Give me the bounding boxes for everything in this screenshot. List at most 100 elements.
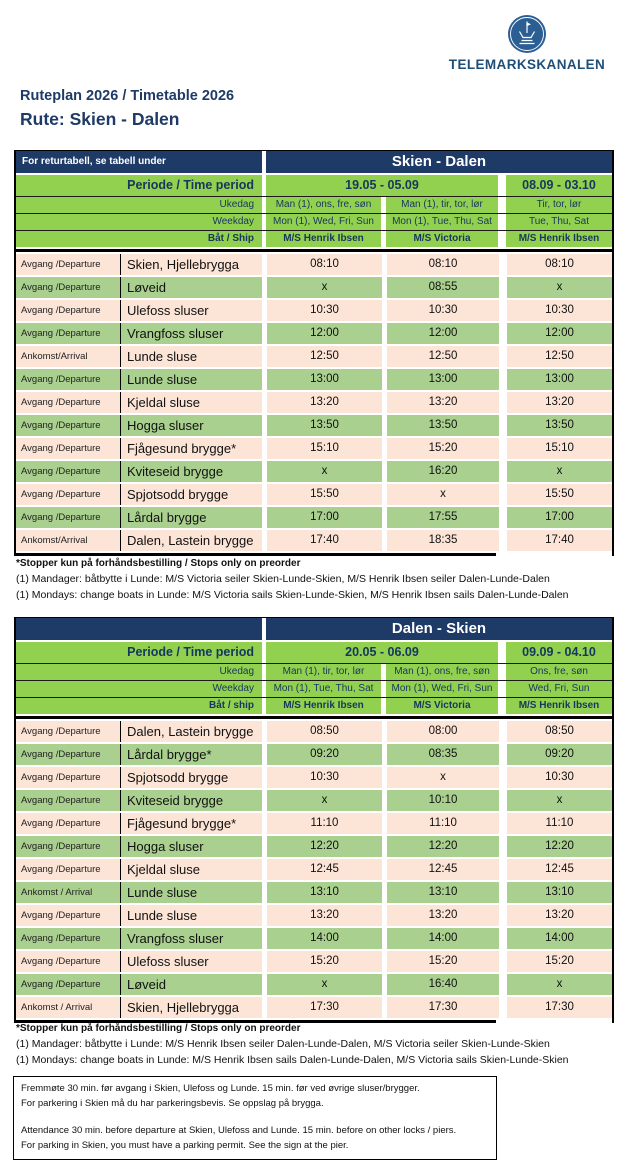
time-cell: 17:30 (267, 997, 382, 1018)
time-cell: 12:20 (507, 836, 612, 857)
ukedag-value: Man (1), ons, fre, søn (386, 664, 498, 680)
time-cell: 13:00 (267, 369, 382, 390)
time-cell: 09:20 (267, 744, 382, 765)
timetable-row: Avgang /Departure Lårdal brygge 17:00 17:55… (16, 507, 612, 528)
weekday-value: Mon (1), Wed, Fri, Sun (266, 214, 381, 230)
time-cell: 13:20 (387, 392, 499, 413)
time-cell: 12:45 (267, 859, 382, 880)
time-cell: 08:10 (267, 254, 382, 275)
period-label: Periode / Time period (16, 642, 262, 663)
ship-label: Båt / ship (16, 698, 262, 714)
brand-name: TELEMARKSKANALEN (448, 57, 606, 72)
table-header-block: Periode / Time period 20.05 - 06.09 09.0… (16, 642, 612, 714)
row-type-label: Avgang /Departure (16, 928, 120, 949)
timetable-row: Ankomst/Arrival Dalen, Lastein brygge 17:4… (16, 530, 612, 551)
stop-name: Kviteseid brygge (120, 790, 262, 811)
stop-name: Skien, Hjellebrygga (120, 997, 262, 1018)
timetable-row: Avgang /Departure Ulefoss sluser 15:20 15:2… (16, 951, 612, 972)
monday-footnote-en: (1) Mondays: change boats in Lunde: M/S … (16, 1054, 569, 1066)
row-type-label: Avgang /Departure (16, 721, 120, 742)
stop-name: Skien, Hjellebrygga (120, 254, 262, 275)
timetable-row: Avgang /Departure Fjågesund brygge* 15:10 1… (16, 438, 612, 459)
stop-name: Spjotsodd brygge (120, 767, 262, 788)
weekday-value: Wed, Fri, Sun (506, 681, 612, 697)
timetable-row: Avgang /Departure Kjeldal sluse 13:20 13:20… (16, 392, 612, 413)
timetable-row: Avgang /Departure Kjeldal sluse 12:45 12:45… (16, 859, 612, 880)
canal-lock-boat-icon (441, 14, 613, 54)
row-type-label: Avgang /Departure (16, 790, 120, 811)
time-cell: 14:00 (387, 928, 499, 949)
timetable-row: Avgang /Departure Løveid x 08:55 x (16, 277, 612, 298)
stop-name: Spjotsodd brygge (120, 484, 262, 505)
time-cell: 12:50 (507, 346, 612, 367)
timetable-row: Ankomst/Arrival Lunde sluse 12:50 12:50 12:5… (16, 346, 612, 367)
timetable-body: Avgang /Departure Skien, Hjellebrygga 08:1… (16, 254, 612, 551)
row-type-label: Avgang /Departure (16, 461, 120, 482)
row-type-label: Avgang /Departure (16, 438, 120, 459)
corner-cell-empty (16, 618, 262, 640)
time-cell: 15:20 (387, 438, 499, 459)
page-title: Ruteplan 2026 / Timetable 2026 (20, 88, 235, 104)
stop-name: Ulefoss sluser (120, 951, 262, 972)
time-cell: 10:30 (267, 767, 382, 788)
row-type-label: Avgang /Departure (16, 254, 120, 275)
time-cell: 09:20 (507, 744, 612, 765)
table-bottom-border (16, 553, 496, 556)
time-cell: x (507, 277, 612, 298)
time-cell: 15:10 (507, 438, 612, 459)
timetable-body: Avgang /Departure Dalen, Lastein brygge 08… (16, 721, 612, 1018)
row-type-label: Avgang /Departure (16, 484, 120, 505)
time-cell: 13:20 (507, 392, 612, 413)
stop-name: Løveid (120, 277, 262, 298)
time-cell: x (267, 974, 382, 995)
weekday-row: Weekday Mon (1), Tue, Thu, Sat Mon (1), … (16, 681, 612, 698)
time-cell: 17:40 (507, 530, 612, 551)
time-cell: 10:10 (387, 790, 499, 811)
time-cell: 12:45 (507, 859, 612, 880)
header-body-divider (16, 249, 612, 252)
row-type-label: Avgang /Departure (16, 905, 120, 926)
ship-name: M/S Victoria (386, 231, 498, 247)
row-type-label: Avgang /Departure (16, 507, 120, 528)
timetable-row: Avgang /Departure Lunde sluse 13:20 13:20 13… (16, 905, 612, 926)
stop-name: Vrangfoss sluser (120, 928, 262, 949)
time-cell: 12:45 (387, 859, 499, 880)
time-cell: 08:50 (507, 721, 612, 742)
time-cell: 12:00 (507, 323, 612, 344)
timetable-row: Ankomst / Arrival Skien, Hjellebrygga 17:3… (16, 997, 612, 1018)
page-header: Ruteplan 2026 / Timetable 2026 Rute: Ski… (20, 88, 234, 130)
stop-name: Lunde sluse (120, 905, 262, 926)
row-type-label: Avgang /Departure (16, 323, 120, 344)
row-type-label: Avgang /Departure (16, 859, 120, 880)
timetable-row: Avgang /Departure Hogga sluser 13:50 13:50 1… (16, 415, 612, 436)
weekday-value: Mon (1), Tue, Thu, Sat (266, 681, 381, 697)
time-cell: 17:00 (507, 507, 612, 528)
time-cell: 15:50 (267, 484, 382, 505)
table-title-row: For returtabell, se tabell under Skien -… (16, 151, 612, 173)
time-cell: x (267, 461, 382, 482)
time-cell: 16:20 (387, 461, 499, 482)
timetable-row: Avgang /Departure Hogga sluser 12:20 12:20 1… (16, 836, 612, 857)
timetable-row: Avgang /Departure Ulefoss sluser 10:30 10:3… (16, 300, 612, 321)
ship-row: Båt / Ship M/S Henrik Ibsen M/S Victoria… (16, 231, 612, 247)
row-type-label: Ankomst / Arrival (16, 997, 120, 1018)
weekday-row: Weekday Mon (1), Wed, Fri, Sun Mon (1), … (16, 214, 612, 231)
notice-blank-line (21, 1111, 489, 1124)
weekday-value: Mon (1), Wed, Fri, Sun (386, 681, 498, 697)
time-cell: 08:10 (507, 254, 612, 275)
ship-label: Båt / Ship (16, 231, 262, 247)
notice-line-en: For parking in Skien, you must have a pa… (21, 1139, 349, 1151)
row-type-label: Avgang /Departure (16, 767, 120, 788)
time-cell: 17:55 (387, 507, 499, 528)
stop-name: Fjågesund brygge* (120, 813, 262, 834)
monday-footnote-en: (1) Mondays: change boats in Lunde: M/S … (16, 589, 569, 601)
period-value-right: 09.09 - 04.10 (506, 642, 612, 663)
stop-name: Fjågesund brygge* (120, 438, 262, 459)
ukedag-value: Man (1), ons, fre, søn (266, 197, 381, 213)
time-cell: 13:20 (267, 392, 382, 413)
time-cell: 16:40 (387, 974, 499, 995)
stop-name: Ulefoss sluser (120, 300, 262, 321)
period-value-right: 08.09 - 03.10 (506, 175, 612, 196)
notice-line-no: Fremmøte 30 min. før avgang i Skien, Ule… (21, 1083, 420, 1094)
time-cell: 15:20 (507, 951, 612, 972)
